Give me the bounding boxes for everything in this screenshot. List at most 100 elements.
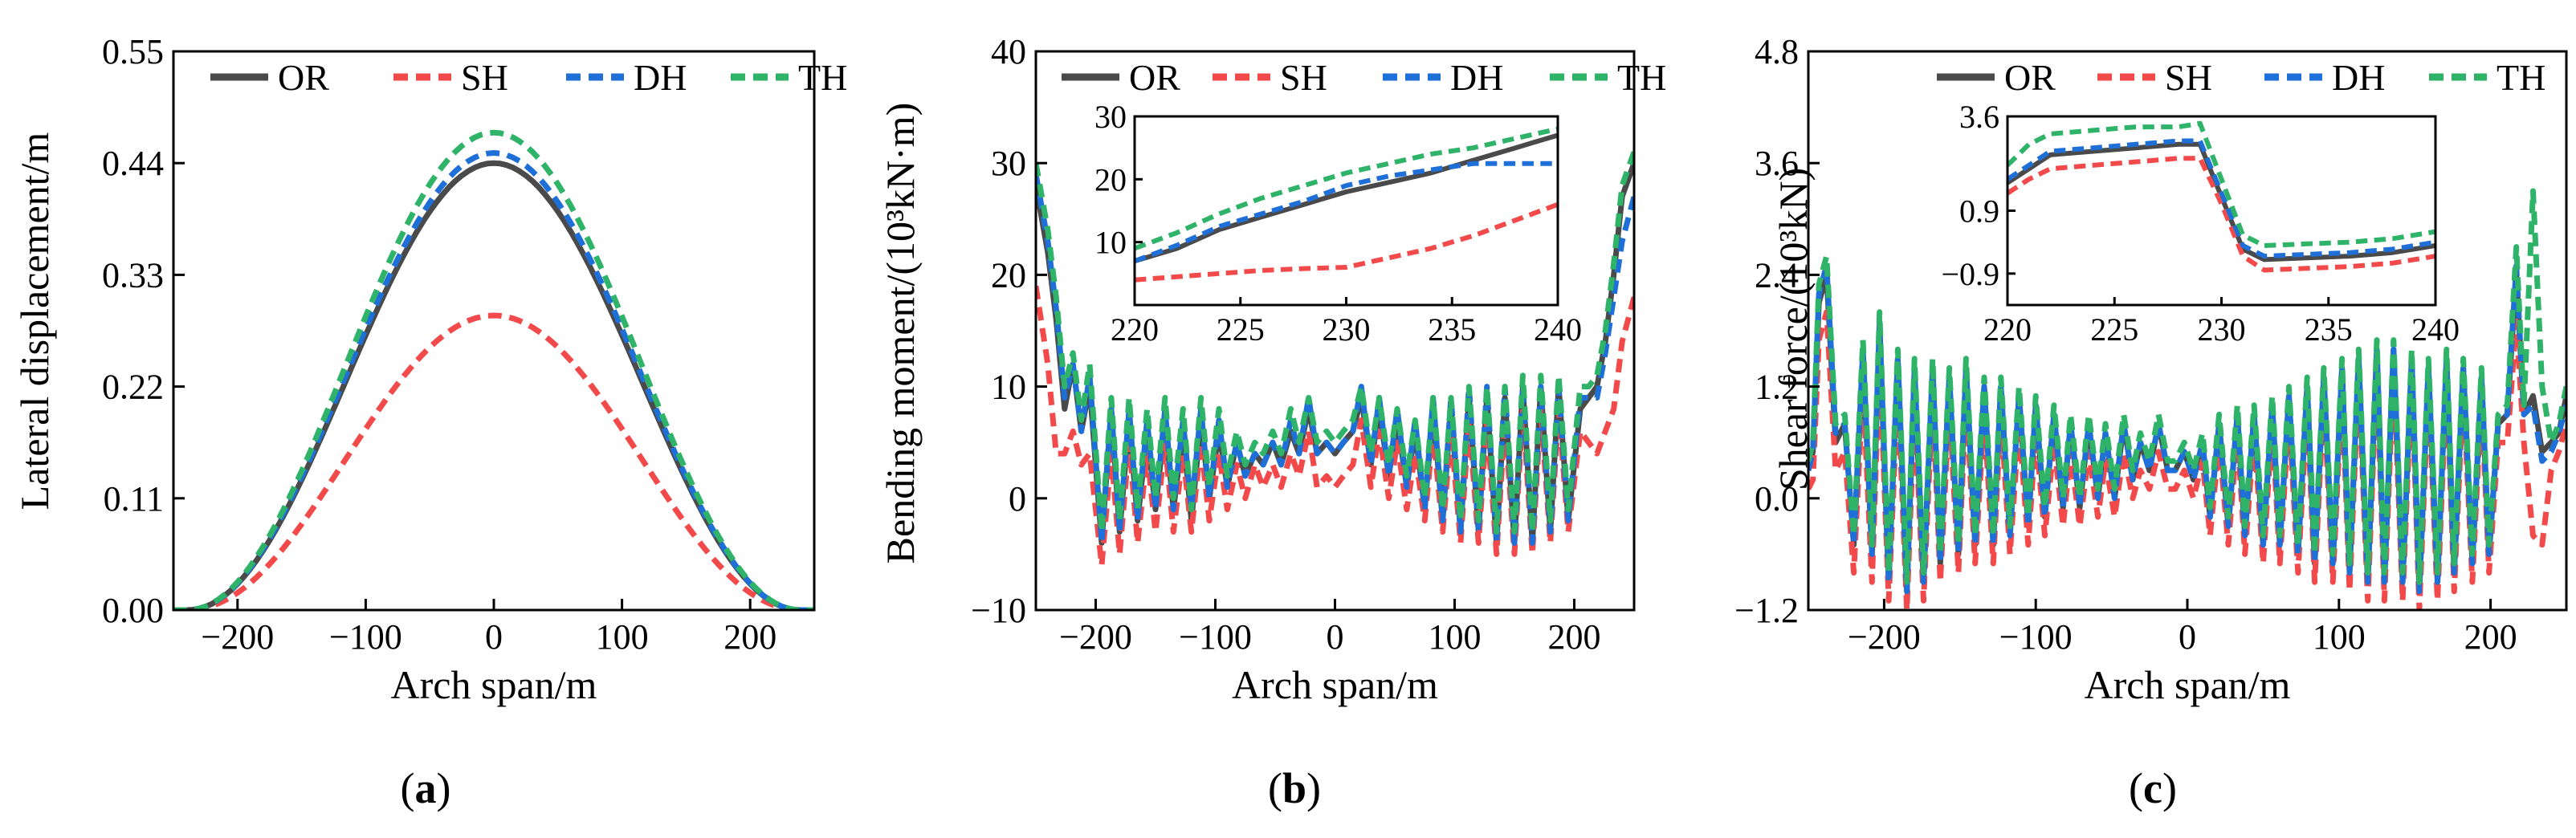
panel-b-inset: 220 225 230 235 240 10 20 30 [1094,99,1582,348]
panel-b-label-letter: b [1282,764,1306,812]
panel-a-y-axis-label: Lateral displacement/m [12,132,57,511]
panel-b-y-tick-label: 10 [991,368,1026,407]
panel-a: −200 −100 0 100 200 0.00 0.11 0.22 0.33 0.44 0.55 A… [12,32,847,812]
panel-c-legend-label-dh: DH [2332,57,2385,98]
panel-a-label: (a) [401,764,451,812]
panel-c-y-tick-label: 2.4 [1755,255,1799,295]
panel-a-y-tick-label: 0.00 [102,591,164,630]
panel-b-legend-label-or: OR [1129,57,1180,98]
panel-b-inset-y-tick-label: 10 [1094,225,1127,261]
panel-b-legend-label-dh: DH [1450,57,1503,98]
panel-c-inset-series-dh-line [2007,138,2435,259]
panel-a-x-axis-label: Arch span/m [391,662,597,707]
panel-c-inset-x-tick-label: 220 [1983,311,2032,348]
panel-b-inset-x-tick-label: 220 [1111,311,1159,348]
panel-c-inset: 220 225 230 235 240 −0.9 0.9 3.6 [1941,99,2460,348]
panel-c-legend-label-th: TH [2497,57,2545,98]
panel-b-inset-x-tick-label: 230 [1323,311,1371,348]
panel-c-inset-series-or-line [2007,141,2435,262]
panel-a-legend-label-or: OR [278,57,329,98]
panel-c: −200 −100 0 100 200 −1.2 0.0 1.2 2.4 3.6 4.8 Arch s… [1734,32,2568,812]
panel-a-legend-label-th: TH [798,57,847,98]
panel-b-y-tick-label: 40 [991,32,1026,71]
panel-a-x-tick-label: 200 [723,617,776,657]
panel-b-inset-x-tick-label: 225 [1217,311,1265,348]
panel-c-inset-x-tick-label: 235 [2305,311,2353,348]
panel-b-label: (b) [1268,764,1321,812]
panel-b-label-close: ) [1306,764,1321,812]
panel-a-x-tick-label: −100 [329,617,402,657]
panel-c-x-tick-label: −100 [1999,617,2073,657]
panel-c-inset-x-tick-label: 240 [2411,311,2460,348]
panel-c-inset-background [2007,116,2435,305]
panel-c-label-close: ) [2162,764,2177,812]
panel-a-x-tick-label: −200 [201,617,274,657]
panel-b-series-dh-line [1036,173,1634,546]
panel-a-x-tick-label: 100 [596,617,649,657]
panel-c-label-open: ( [2129,764,2143,812]
panel-a-label-close: ) [437,764,451,812]
panel-a-x-tick-label: 0 [485,617,503,657]
panel-b-inset-series-or-line [1135,132,1558,264]
panel-a-y-tick-label: 0.33 [102,255,164,295]
panel-c-x-tick-label: 100 [2313,617,2366,657]
panel-c-x-tick-label: 0 [2179,617,2196,657]
panel-b-y-tick-label: 0 [1009,479,1026,519]
panel-b-inset-series-dh-line [1135,161,1558,264]
panel-c-inset-x-tick-label: 230 [2198,311,2246,348]
panel-b-y-tick-label: 30 [991,144,1026,183]
panel-b-inset-x-tick-label: 240 [1534,311,1582,348]
panel-c-legend-label-or: OR [2004,57,2056,98]
panel-c-legend-label-sh: SH [2165,57,2212,98]
panel-a-series-sh-line [173,312,814,610]
panel-c-series-th-line [1808,188,2566,585]
panel-b-x-axis-label: Arch span/m [1232,662,1438,707]
panel-a-y-tick-label: 0.22 [102,368,164,407]
panel-a-legend-label-dh: DH [634,57,687,98]
panel-c-y-tick-label: 0.0 [1755,479,1799,519]
panel-c-y-tick-label: −1.2 [1734,591,1799,630]
panel-b-inset-series-th-line [1135,126,1558,251]
panel-c-x-axis-label: Arch span/m [2085,662,2291,707]
panel-b-y-tick-label: 20 [991,255,1026,295]
panel-c-label: (c) [2129,764,2177,812]
panel-c-label-letter: c [2143,764,2162,812]
panel-a-label-open: ( [401,764,415,812]
panel-b-inset-y-tick-label: 20 [1094,161,1127,197]
panel-c-y-axis-label: Shear force/(10³kN) [1771,168,1816,490]
panel-b-y-tick-label: −10 [971,591,1026,630]
panel-a-y-tick-label: 0.55 [102,32,164,71]
panel-b-y-axis-label: Bending moment/(10³kN·m) [878,103,923,564]
panel-a-y-tick-label: 0.44 [102,144,164,183]
panel-c-y-tick-label: 4.8 [1755,32,1799,71]
panel-b-x-tick-label: −100 [1179,617,1252,657]
panel-b-inset-background [1135,116,1558,305]
panel-c-inset-y-tick-label: 0.9 [1959,193,1999,230]
panel-b-label-open: ( [1268,764,1282,812]
panel-a-series-dh-line [173,150,814,610]
panel-c-y-tick-label: 1.2 [1755,368,1799,407]
panel-c-x-tick-label: −200 [1848,617,1921,657]
panel-c-inset-y-tick-label: 3.6 [1959,99,1999,135]
panel-c-inset-series-th-line [2007,120,2435,248]
panel-b-x-tick-label: 0 [1327,617,1344,657]
panel-b-inset-y-tick-label: 30 [1094,99,1127,135]
panel-c-inset-series-sh-line [2007,156,2435,273]
panel-b-inset-x-tick-label: 235 [1428,311,1476,348]
panel-a-series-th-line [173,129,814,610]
panel-a-label-letter: a [415,764,437,812]
panel-b-legend-label-th: TH [1617,57,1666,98]
panel-c-inset-y-tick-label: −0.9 [1941,256,1999,292]
panel-b-x-tick-label: −200 [1059,617,1132,657]
panel-c-x-tick-label: 200 [2464,617,2517,657]
panel-a-legend-label-sh: SH [461,57,508,98]
panel-b-inset-series-sh-line [1135,201,1558,283]
panel-b-legend-label-sh: SH [1280,57,1327,98]
panel-b-x-tick-label: 100 [1429,617,1482,657]
panel-b-x-tick-label: 200 [1548,617,1601,657]
panel-a-y-tick-label: 0.11 [104,479,164,519]
panel-c-inset-x-tick-label: 225 [2090,311,2138,348]
panel-c-y-tick-label: 3.6 [1755,144,1799,183]
